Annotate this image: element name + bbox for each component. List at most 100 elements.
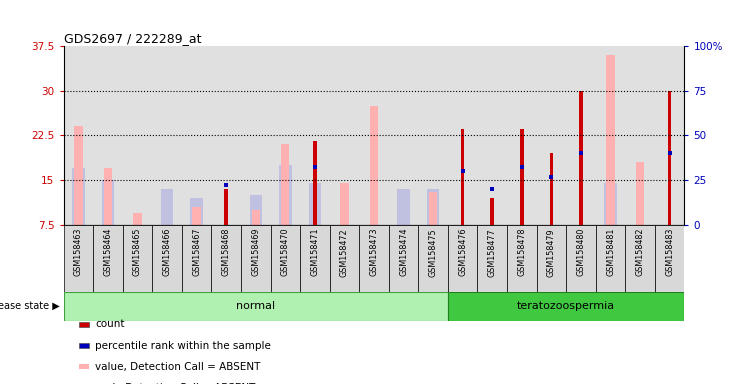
Bar — [330, 225, 359, 292]
Bar — [359, 46, 389, 225]
Bar — [94, 225, 123, 292]
Text: GSM158472: GSM158472 — [340, 228, 349, 276]
Text: GSM158474: GSM158474 — [399, 228, 408, 276]
Bar — [389, 225, 418, 292]
Bar — [251, 210, 260, 225]
Text: GSM158470: GSM158470 — [280, 228, 289, 276]
Text: GSM158476: GSM158476 — [459, 228, 468, 276]
Bar — [192, 207, 200, 225]
Bar — [507, 46, 536, 225]
Text: GSM158479: GSM158479 — [547, 228, 556, 276]
Text: GSM158475: GSM158475 — [429, 228, 438, 276]
Bar — [625, 46, 654, 225]
Bar — [668, 91, 672, 225]
Text: percentile rank within the sample: percentile rank within the sample — [95, 341, 271, 351]
Bar — [330, 46, 359, 225]
Bar — [477, 225, 507, 292]
Bar — [579, 91, 583, 225]
Bar — [281, 144, 289, 225]
Text: GSM158473: GSM158473 — [370, 228, 378, 276]
Bar — [64, 46, 94, 225]
Bar — [359, 225, 389, 292]
Text: count: count — [95, 319, 124, 329]
Bar — [250, 195, 262, 225]
Bar — [429, 192, 438, 225]
Text: GSM158483: GSM158483 — [665, 228, 674, 276]
Text: GSM158465: GSM158465 — [133, 228, 142, 276]
Bar — [241, 46, 271, 225]
Bar — [397, 189, 410, 225]
Bar — [550, 153, 554, 225]
Bar — [579, 151, 583, 155]
Bar — [104, 168, 112, 225]
Bar — [300, 225, 330, 292]
Bar — [64, 292, 448, 321]
Text: value, Detection Call = ABSENT: value, Detection Call = ABSENT — [95, 362, 260, 372]
Text: GSM158482: GSM158482 — [636, 228, 645, 276]
Bar — [654, 46, 684, 225]
Bar — [550, 175, 554, 179]
Bar — [241, 225, 271, 292]
Bar — [74, 126, 82, 225]
Bar — [625, 225, 654, 292]
Bar — [491, 198, 494, 225]
Bar — [313, 165, 317, 169]
Bar — [636, 162, 644, 225]
Bar — [536, 46, 566, 225]
Bar — [461, 169, 465, 173]
Bar — [370, 106, 378, 225]
Bar — [309, 183, 321, 225]
Bar — [448, 46, 477, 225]
Bar — [595, 225, 625, 292]
Bar — [94, 46, 123, 225]
Text: GSM158467: GSM158467 — [192, 228, 201, 276]
Bar — [566, 225, 595, 292]
Bar — [224, 189, 228, 225]
Bar — [279, 165, 292, 225]
Bar — [604, 183, 616, 225]
Bar — [72, 168, 85, 225]
Bar — [102, 180, 114, 225]
Text: GSM158463: GSM158463 — [74, 228, 83, 276]
Bar — [64, 225, 94, 292]
Bar — [340, 183, 349, 225]
Bar — [212, 225, 241, 292]
Text: GSM158478: GSM158478 — [518, 228, 527, 276]
Bar — [182, 225, 212, 292]
Bar — [418, 46, 448, 225]
Bar — [607, 55, 615, 225]
Bar — [477, 46, 507, 225]
Bar — [448, 292, 684, 321]
Text: GSM158464: GSM158464 — [103, 228, 112, 276]
Bar — [448, 225, 477, 292]
Bar — [520, 165, 524, 169]
Bar — [427, 189, 439, 225]
Bar — [153, 46, 182, 225]
Bar — [224, 183, 228, 187]
Bar — [418, 225, 448, 292]
Bar — [389, 46, 418, 225]
Text: GSM158477: GSM158477 — [488, 228, 497, 276]
Bar — [271, 46, 300, 225]
Bar — [161, 189, 174, 225]
Bar — [191, 198, 203, 225]
Bar — [313, 141, 316, 225]
Bar — [461, 129, 465, 225]
Bar — [182, 46, 212, 225]
Bar — [566, 46, 595, 225]
Bar — [491, 187, 494, 191]
Bar — [123, 225, 153, 292]
Bar — [271, 225, 300, 292]
Text: GSM158469: GSM158469 — [251, 228, 260, 276]
Bar — [212, 46, 241, 225]
Bar — [595, 46, 625, 225]
Text: rank, Detection Call = ABSENT: rank, Detection Call = ABSENT — [95, 383, 255, 384]
Text: GSM158480: GSM158480 — [577, 228, 586, 276]
Text: normal: normal — [236, 301, 275, 311]
Bar — [654, 225, 684, 292]
Text: GSM158471: GSM158471 — [310, 228, 319, 276]
Bar — [153, 225, 182, 292]
Text: GDS2697 / 222289_at: GDS2697 / 222289_at — [64, 32, 201, 45]
Bar — [123, 46, 153, 225]
Bar — [520, 129, 524, 225]
